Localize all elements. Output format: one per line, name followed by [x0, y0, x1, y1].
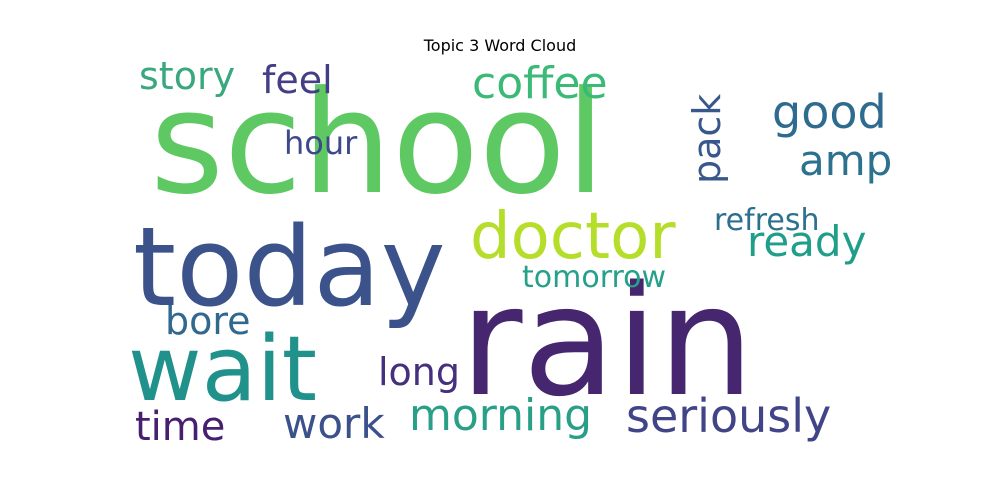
word-tomorrow: tomorrow	[522, 260, 666, 295]
word-time: time	[135, 404, 225, 450]
word-good: good	[772, 85, 887, 139]
word-amp: amp	[799, 136, 892, 185]
word-work: work	[283, 399, 385, 448]
word-bore: bore	[165, 299, 251, 343]
word-feel: feel	[262, 58, 333, 102]
word-seriously: seriously	[626, 389, 831, 443]
word-long: long	[378, 350, 460, 394]
word-hour: hour	[284, 124, 358, 162]
word-rain: rain	[460, 253, 754, 430]
word-school: school	[150, 61, 605, 226]
word-wait: wait	[128, 317, 317, 422]
word-morning: morning	[409, 390, 592, 441]
word-doctor: doctor	[470, 200, 676, 274]
word-story: story	[139, 54, 235, 98]
word-today: today	[133, 203, 446, 331]
chart-title: Topic 3 Word Cloud	[423, 36, 577, 55]
word-coffee: coffee	[472, 58, 608, 109]
word-refresh: refresh	[714, 203, 819, 238]
word-ready: ready	[747, 217, 866, 266]
word-pack: pack	[685, 94, 729, 184]
